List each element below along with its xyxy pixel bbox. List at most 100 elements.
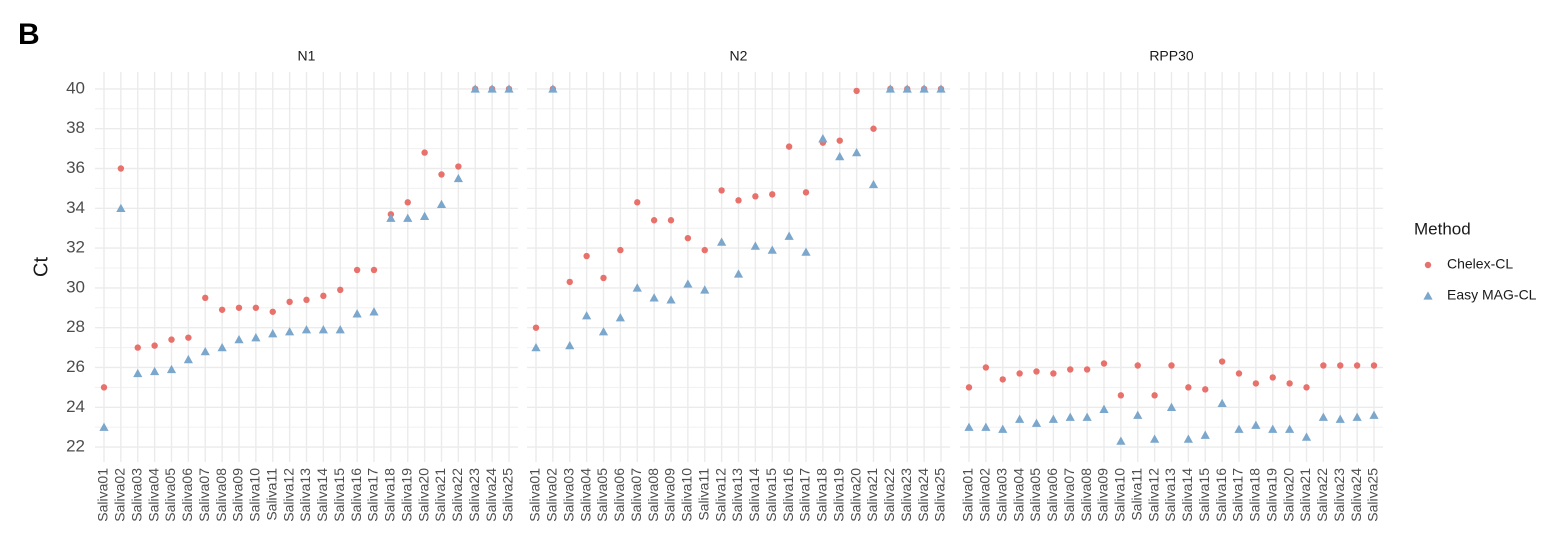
point [1183, 434, 1193, 443]
point [683, 279, 693, 288]
point [717, 237, 727, 246]
point [370, 266, 378, 274]
point [1133, 410, 1143, 419]
point [318, 325, 328, 334]
x-tick-label: Saliva25 [1365, 468, 1381, 522]
point [1099, 404, 1109, 413]
point [99, 422, 109, 431]
y-tick-label: 26 [66, 357, 85, 376]
x-tick-label: Saliva18 [1247, 468, 1263, 522]
point [1168, 362, 1175, 369]
x-tick-label: Saliva18 [382, 468, 398, 522]
x-tick-label: Saliva08 [1078, 468, 1094, 522]
point [1251, 420, 1261, 429]
y-tick-label: 24 [66, 397, 85, 416]
point [1100, 360, 1108, 367]
point [1337, 362, 1344, 369]
point [1067, 366, 1074, 373]
x-tick-label: Saliva02 [977, 468, 993, 522]
point [470, 84, 480, 93]
point [403, 213, 413, 222]
point [801, 247, 811, 256]
point [767, 245, 777, 254]
x-tick-label: Saliva01 [960, 468, 976, 522]
point [752, 193, 759, 200]
y-axis-label: Ct [30, 257, 52, 277]
point [168, 336, 175, 343]
point [286, 298, 293, 306]
point [134, 344, 141, 351]
point [632, 283, 642, 292]
point [1200, 430, 1210, 439]
x-tick-label: Saliva14 [746, 468, 762, 522]
point [666, 295, 676, 304]
x-tick-label: Saliva23 [898, 468, 914, 522]
point [421, 149, 428, 156]
x-tick-label: Saliva03 [560, 468, 576, 522]
x-tick-label: Saliva23 [466, 468, 482, 522]
x-tick-label: Saliva21 [432, 468, 448, 522]
point [404, 199, 411, 206]
x-tick-label: Saliva08 [645, 468, 661, 522]
point [1335, 414, 1345, 423]
point [235, 304, 243, 311]
x-tick-label: Saliva09 [230, 468, 246, 522]
point [650, 217, 658, 224]
y-tick-label: 28 [66, 317, 85, 336]
point [352, 309, 362, 318]
x-tick-label: Saliva07 [1061, 468, 1077, 522]
x-tick-label: Saliva03 [993, 468, 1009, 522]
point [1202, 386, 1209, 393]
point [818, 134, 828, 143]
x-tick-label: Saliva07 [628, 468, 644, 522]
x-tick-label: Saliva23 [1331, 468, 1347, 522]
point [100, 384, 108, 391]
x-tick-label: Saliva04 [577, 468, 593, 522]
point [532, 324, 540, 331]
x-tick-label: Saliva04 [1010, 468, 1026, 522]
point [1082, 412, 1092, 421]
point [268, 329, 278, 338]
facet-title: N1 [298, 48, 316, 64]
point [936, 84, 946, 93]
x-tick-label: Saliva13 [297, 468, 313, 522]
point [202, 294, 209, 302]
point [1016, 370, 1023, 377]
point [151, 342, 158, 349]
point [868, 179, 879, 189]
point [117, 165, 125, 172]
point [1252, 380, 1260, 387]
legend-title: Method [1414, 219, 1471, 238]
point [285, 327, 295, 336]
x-tick-label: Saliva06 [1044, 468, 1060, 522]
point [615, 313, 625, 322]
point [981, 422, 991, 431]
x-tick-label: Saliva06 [179, 468, 195, 522]
x-tick-label: Saliva20 [1280, 468, 1296, 522]
point [583, 252, 590, 260]
point [251, 333, 261, 342]
x-tick-label: Saliva09 [662, 468, 678, 522]
point [750, 241, 760, 250]
point [1065, 412, 1075, 421]
point [1217, 398, 1227, 407]
x-tick-label: Saliva17 [365, 468, 381, 522]
point [335, 325, 345, 334]
x-tick-label: Saliva15 [331, 468, 347, 522]
point [1031, 418, 1042, 427]
point [353, 266, 361, 274]
x-tick-label: Saliva10 [1112, 468, 1128, 522]
point [1269, 374, 1276, 381]
point [667, 217, 675, 224]
point [1185, 384, 1192, 391]
x-tick-label: Saliva20 [415, 468, 431, 522]
point [1268, 424, 1278, 433]
point [1150, 434, 1160, 443]
point [436, 199, 447, 209]
point [200, 346, 210, 356]
point [1424, 261, 1432, 269]
x-tick-label: Saliva11 [263, 468, 279, 521]
x-tick-label: Saliva04 [145, 468, 161, 522]
x-tick-label: Saliva16 [780, 468, 796, 522]
point [1370, 362, 1378, 369]
